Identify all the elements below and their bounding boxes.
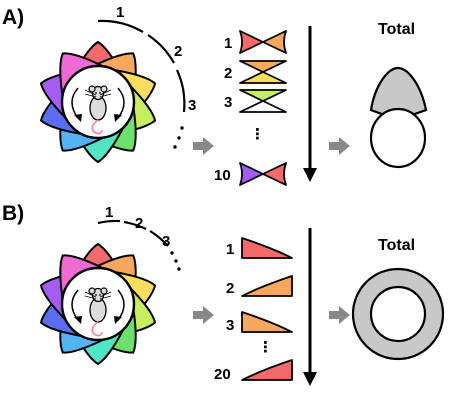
row-label-a-1: 1 <box>224 35 232 52</box>
row-label-b-2: 2 <box>226 280 234 297</box>
row-label-b-3: 3 <box>226 317 234 334</box>
total-ring-b <box>353 269 443 359</box>
wedge-1 <box>242 238 292 258</box>
bowtie-3-bottom <box>240 101 286 112</box>
wedge-20 <box>242 360 292 380</box>
bowtie-2-top <box>240 61 286 72</box>
time-arrow-b <box>303 228 317 386</box>
wedge-list-b <box>242 238 292 380</box>
gray-arrow-b-1 <box>193 306 214 324</box>
arc-label-b-2: 2 <box>135 215 143 232</box>
continuation-dots-a: ⋮ <box>250 126 265 143</box>
panel-b-label: B) <box>2 202 24 225</box>
panel-a-label: A) <box>2 6 24 29</box>
flower-arena-a <box>41 42 155 162</box>
row-label-a-3: 3 <box>224 94 232 111</box>
bowtie-1-left <box>240 31 263 53</box>
continuation-dots-b: ⋮ <box>258 339 273 356</box>
total-label-a: Total <box>378 21 415 38</box>
arc-label-a-3: 3 <box>188 97 196 114</box>
total-label-b: Total <box>378 237 415 254</box>
bowtie-10-right <box>263 163 286 185</box>
bowtie-10-left <box>240 163 263 185</box>
panel-b: B) 1 2 3 1 2 3 ⋮ 20 Tota <box>2 202 443 386</box>
flower-arena-b <box>41 244 155 364</box>
gray-arrow-b-2 <box>329 306 350 324</box>
bowtie-1-right <box>263 31 286 53</box>
row-label-a-2: 2 <box>224 65 232 82</box>
arc-label-a-2: 2 <box>174 43 182 60</box>
bowtie-list-a <box>240 31 286 185</box>
wedge-3 <box>242 312 292 332</box>
row-label-b-20: 20 <box>214 366 231 383</box>
row-label-a-10: 10 <box>214 167 231 184</box>
time-arrow-a <box>303 26 317 182</box>
bowtie-3-top <box>240 90 286 101</box>
wedge-2 <box>242 276 292 296</box>
total-cone-a <box>371 68 426 167</box>
gray-arrow-a-2 <box>329 137 350 155</box>
panel-a: A) 1 2 3 1 2 3 ⋮ 10 <box>2 4 426 185</box>
arc-label-b-3: 3 <box>162 233 170 250</box>
row-label-b-1: 1 <box>226 241 234 258</box>
gray-arrow-a-1 <box>193 137 214 155</box>
arc-label-a-1: 1 <box>116 4 124 21</box>
arc-label-b-1: 1 <box>105 204 113 221</box>
bowtie-2-bottom <box>240 72 286 83</box>
